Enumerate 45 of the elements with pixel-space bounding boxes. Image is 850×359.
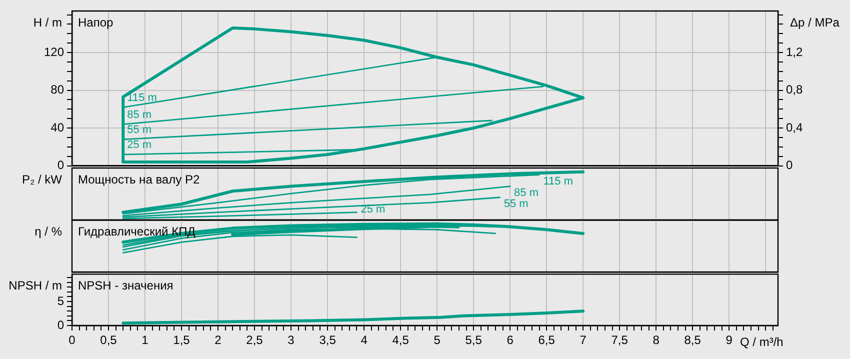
y-tick-label: 120 [44,44,64,59]
y2-tick-label: 1,2 [786,44,804,59]
y-axis-title: η / % [34,224,62,238]
chart-title: NPSH - значения [78,278,174,293]
y-tick-label: 40 [50,120,64,134]
x-tick-label: 3 [288,333,295,348]
y2-tick-label: 0 [786,158,793,172]
x-tick-label: 5 [434,333,441,348]
x-tick-label: 6 [506,333,514,348]
x-tick-label: 2,5 [246,333,264,348]
x-tick-label: 6,5 [538,333,556,348]
series-label: 25 m [127,139,152,152]
x-tick-label: 1 [142,333,149,348]
series-label: 115 m [127,92,157,104]
y2-tick-label: 0,4 [786,120,804,134]
x-tick-label: 7 [580,333,587,348]
x-axis-title: Q / m³/h [740,334,784,349]
y2-axis-title: Δp / MPa [790,15,840,30]
y-tick-label: 5 [57,294,64,308]
x-tick-label: 9 [726,333,733,348]
chart-title: Мощность на валу P2 [78,172,200,186]
x-tick-label: 5,5 [465,333,482,348]
series-label: 55 m [504,198,528,210]
x-tick-label: 8,5 [684,333,702,348]
x-tick-label: 7,5 [611,333,628,348]
series-label: 85 m [127,108,152,121]
x-tick-label: 4,5 [392,333,410,348]
y-tick-label: 0 [57,158,64,172]
y2-tick-label: 0,8 [786,82,804,97]
x-tick-label: 2 [214,333,222,348]
y-tick-label: 80 [50,82,64,97]
x-tick-label: 8 [652,333,660,348]
x-tick-label: 1,5 [173,333,190,348]
series-label: 55 m [127,124,152,136]
y-axis-title: NPSH / m [8,278,62,293]
chart-title: Напор [78,15,114,30]
y-tick-label: 0 [57,318,64,332]
x-tick-label: 3,5 [319,333,336,348]
y-axis-title: P₂ / kW [22,172,63,186]
x-tick-label: 4 [360,333,368,348]
series-label: 85 m [514,186,539,199]
x-tick-label: 0 [68,333,76,348]
y-axis-title: H / m [33,15,62,30]
series-label: 115 m [543,175,574,188]
x-tick-label: 0,5 [100,333,118,348]
